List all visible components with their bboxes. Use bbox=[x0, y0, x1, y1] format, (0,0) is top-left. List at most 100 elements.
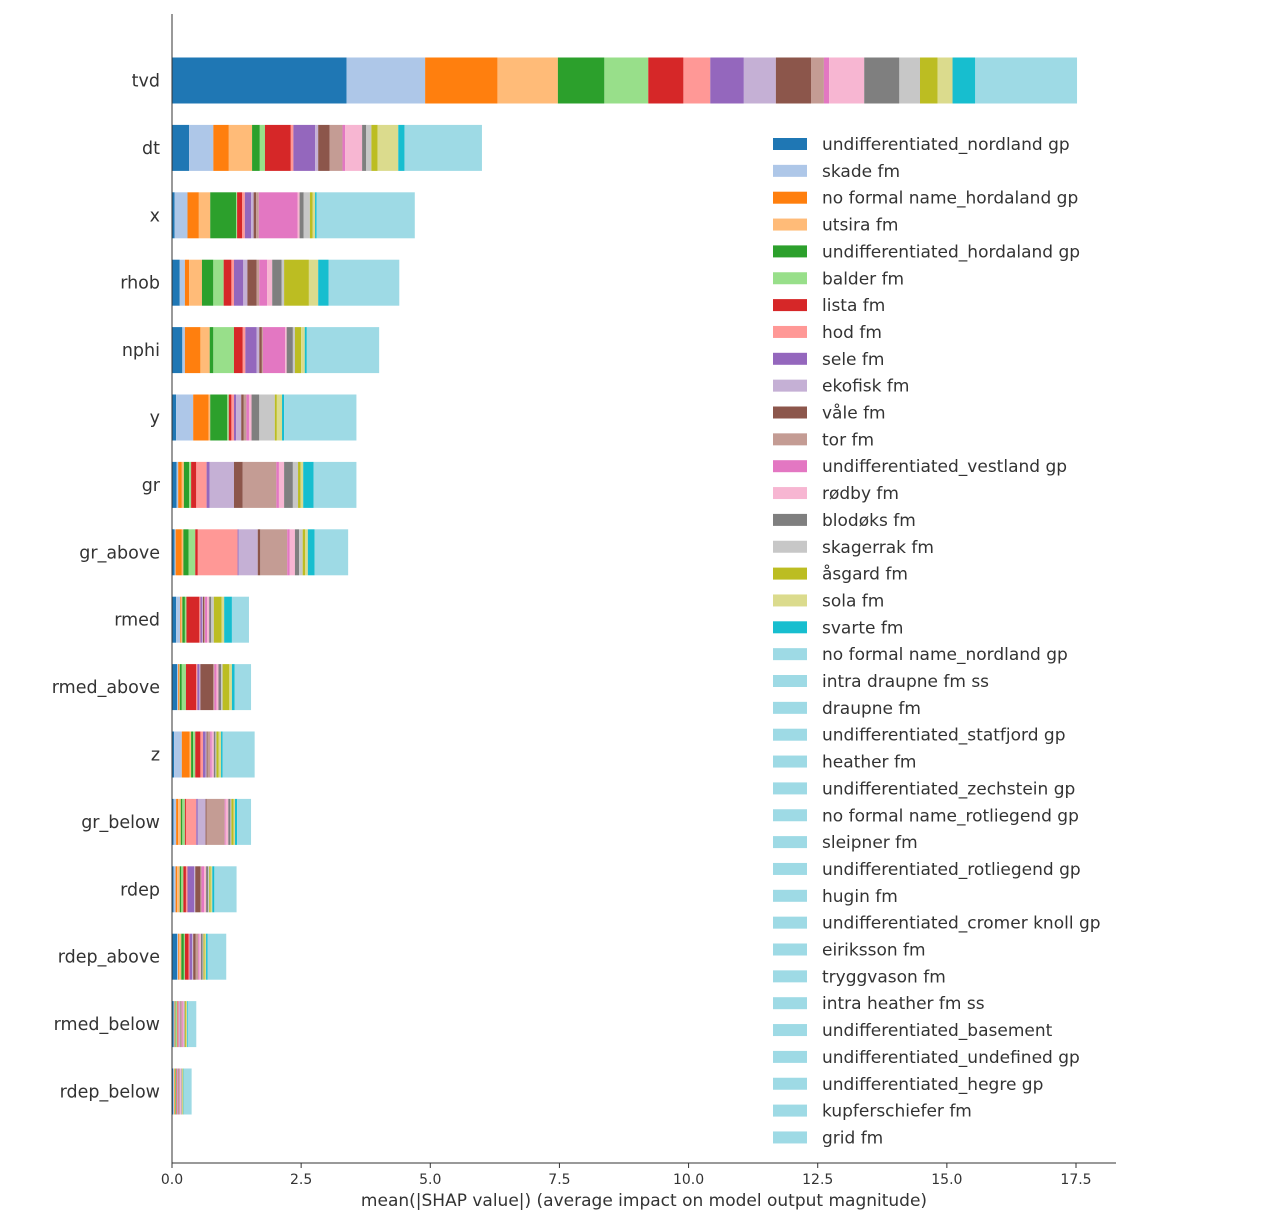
legend-swatch bbox=[773, 701, 807, 714]
bar-segment-rhob-6 bbox=[223, 259, 232, 306]
bar-segment-rmed-15 bbox=[211, 596, 214, 643]
bar-segment-dt-9 bbox=[315, 124, 319, 171]
legend-label: heather fm bbox=[822, 753, 917, 773]
bar-segment-tvd-5 bbox=[604, 57, 649, 104]
bar-segment-rmed_below-17 bbox=[185, 1001, 187, 1048]
legend-swatch bbox=[773, 675, 807, 687]
legend-swatch bbox=[773, 245, 807, 258]
legend-swatch bbox=[773, 379, 807, 392]
bar-segment-nphi-0 bbox=[172, 327, 183, 374]
bar-segment-dt-19 bbox=[404, 124, 482, 171]
bar-segment-z-0 bbox=[172, 731, 175, 778]
bar-segment-x-5 bbox=[236, 192, 238, 239]
bar-segment-rhob-19 bbox=[328, 259, 400, 306]
bar-segment-gr-13 bbox=[278, 461, 285, 508]
x-axis-label: mean(|SHAP value|) (average impact on mo… bbox=[361, 1191, 927, 1211]
bar-segment-gr_above-3 bbox=[181, 529, 184, 576]
legend-swatch bbox=[773, 836, 807, 849]
legend-label: svarte fm bbox=[822, 618, 903, 638]
legend-label: lista fm bbox=[822, 296, 885, 316]
bar-segment-rmed_above-8 bbox=[197, 664, 200, 711]
bar-segment-y-4 bbox=[210, 394, 228, 441]
legend-label: intra heather fm ss bbox=[822, 994, 985, 1014]
x-tick-label: 10.0 bbox=[673, 1172, 704, 1188]
bar-segment-rdep_above-13 bbox=[199, 933, 201, 980]
bar-segment-rdep_above-6 bbox=[184, 933, 189, 980]
legend-swatch bbox=[773, 406, 807, 419]
bar-segment-z-11 bbox=[207, 731, 211, 778]
bar-segment-rdep-3 bbox=[177, 866, 180, 913]
bar-segment-rdep_below-0 bbox=[172, 1068, 174, 1115]
bar-segment-gr_above-0 bbox=[172, 529, 175, 576]
bar-segment-gr_above-16 bbox=[302, 529, 306, 576]
bar-segment-rdep_above-0 bbox=[172, 933, 178, 980]
bar-segment-rdep_above-14 bbox=[200, 933, 203, 980]
bar-segment-y-12 bbox=[246, 394, 249, 441]
legend-swatch bbox=[773, 299, 807, 312]
bar-segment-rdep_below-10 bbox=[178, 1068, 179, 1115]
bar-segment-nphi-6 bbox=[233, 327, 243, 374]
bar-segment-rdep-19 bbox=[214, 866, 237, 913]
legend-label: undifferentiated_rotliegend gp bbox=[822, 860, 1081, 880]
bar-segment-x-8 bbox=[244, 192, 252, 239]
legend-label: undifferentiated_hegre gp bbox=[822, 1075, 1043, 1095]
bar-segment-gr-12 bbox=[276, 461, 279, 508]
bar-segment-gr-4 bbox=[183, 461, 190, 508]
y-tick-label: rdep_below bbox=[60, 1083, 160, 1103]
bar-segment-rmed-9 bbox=[201, 596, 203, 643]
bar-segment-x-3 bbox=[198, 192, 211, 239]
legend-swatch bbox=[773, 997, 807, 1010]
bar-segment-rmed-13 bbox=[207, 596, 210, 643]
bar-segment-rdep_above-4 bbox=[181, 933, 184, 980]
legend-label: undifferentiated_basement bbox=[822, 1021, 1053, 1041]
bar-segment-x-17 bbox=[312, 192, 316, 239]
bar-segment-rmed_below-3 bbox=[175, 1001, 176, 1048]
bar-segment-x-2 bbox=[187, 192, 199, 239]
y-tick-label: y bbox=[150, 409, 160, 429]
bar-segment-gr_above-1 bbox=[174, 529, 176, 576]
legend-swatch bbox=[773, 594, 807, 607]
bar-segment-z-5 bbox=[193, 731, 196, 778]
bar-segment-tvd-3 bbox=[497, 57, 558, 104]
bar-segment-rdep-5 bbox=[181, 866, 184, 913]
legend-label: tryggvason fm bbox=[822, 967, 946, 987]
bar-segment-gr_below-1 bbox=[173, 798, 177, 845]
bar-segment-rdep_below-8 bbox=[177, 1068, 178, 1115]
bar-segment-tvd-6 bbox=[648, 57, 684, 104]
bar-segment-gr_above-9 bbox=[238, 529, 258, 576]
bar-segment-gr_above-12 bbox=[287, 529, 290, 576]
bar-segment-z-15 bbox=[215, 731, 217, 778]
bar-segment-dt-11 bbox=[329, 124, 343, 171]
bar-segment-rmed_below-7 bbox=[177, 1001, 179, 1048]
y-tick-label: gr bbox=[142, 476, 161, 496]
bar-segment-y-7 bbox=[231, 394, 234, 441]
legend-label: undifferentiated_zechstein gp bbox=[822, 779, 1075, 799]
bar-segment-rdep_below-11 bbox=[178, 1068, 180, 1115]
bar-segment-x-11 bbox=[256, 192, 259, 239]
bar-segment-dt-12 bbox=[342, 124, 346, 171]
bar-segment-rmed_below-5 bbox=[176, 1001, 178, 1048]
y-tick-label: rdep_above bbox=[58, 948, 160, 968]
bar-segment-rmed-10 bbox=[202, 596, 205, 643]
bar-segment-tvd-18 bbox=[952, 57, 976, 104]
bar-segment-x-1 bbox=[174, 192, 188, 239]
bar-segment-dt-10 bbox=[318, 124, 330, 171]
bar-segment-rhob-2 bbox=[184, 259, 190, 306]
bar-segment-tvd-1 bbox=[346, 57, 426, 104]
legend-label: sola fm bbox=[822, 591, 884, 611]
legend-label: draupne fm bbox=[822, 699, 921, 719]
legend-swatch bbox=[773, 487, 807, 500]
bar-segment-gr_above-17 bbox=[305, 529, 308, 576]
bar-segment-z-19 bbox=[222, 731, 255, 778]
bar-segment-rdep_below-18 bbox=[183, 1068, 184, 1115]
legend-label: balder fm bbox=[822, 269, 904, 289]
bar-segment-rmed_above-3 bbox=[179, 664, 180, 711]
bar-segment-gr_above-8 bbox=[237, 529, 239, 576]
bar-segment-gr_below-9 bbox=[197, 798, 206, 845]
bar-segment-rhob-9 bbox=[243, 259, 248, 306]
bar-segment-y-2 bbox=[193, 394, 209, 441]
bar-segment-tvd-12 bbox=[823, 57, 830, 104]
bar-segment-rhob-14 bbox=[272, 259, 282, 306]
bar-segment-gr_above-18 bbox=[307, 529, 315, 576]
